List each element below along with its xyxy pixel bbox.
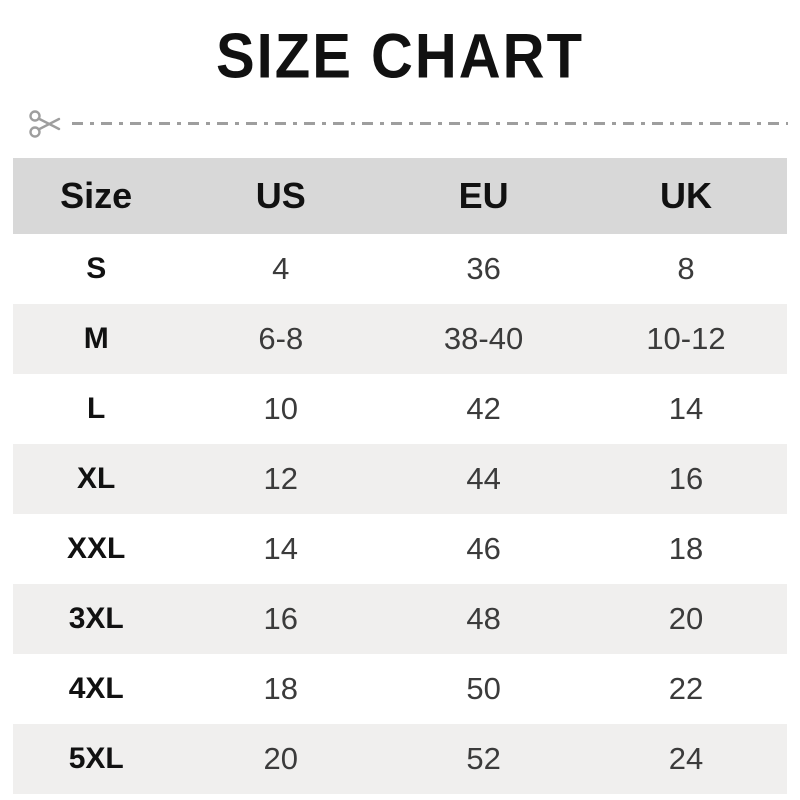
cell-us: 6-8 xyxy=(258,320,304,356)
cell-us: 16 xyxy=(263,600,299,636)
cell-eu: 52 xyxy=(466,740,501,776)
cell-uk: 10-12 xyxy=(646,320,726,356)
cell-eu: 50 xyxy=(466,670,501,706)
cell-size: L xyxy=(87,391,106,425)
cell-size: XL xyxy=(77,461,116,495)
cell-uk: 18 xyxy=(668,530,704,566)
cell-uk: 14 xyxy=(668,390,704,426)
cell-size: XXL xyxy=(67,531,126,565)
cell-eu: 46 xyxy=(466,530,501,566)
table-row: 3XL 16 48 20 xyxy=(13,583,787,654)
cell-uk: 22 xyxy=(668,670,704,706)
table-header-row: Size US EU UK xyxy=(13,157,787,234)
cell-uk: 16 xyxy=(668,460,704,496)
cell-us: 4 xyxy=(272,250,290,286)
header-cell-us: US xyxy=(255,174,306,216)
cell-size: 4XL xyxy=(68,671,124,705)
cell-uk: 20 xyxy=(668,600,704,636)
page-title: SIZE CHART xyxy=(216,21,584,92)
cell-eu: 42 xyxy=(466,390,501,426)
cell-eu: 48 xyxy=(466,600,501,636)
table-row: L 10 42 14 xyxy=(13,374,787,444)
size-table: Size US EU UK S 4 36 8 M 6-8 38-40 10-12… xyxy=(13,157,787,794)
cell-us: 14 xyxy=(263,530,299,566)
table-row: 4XL 18 50 22 xyxy=(13,654,787,724)
cell-us: 18 xyxy=(263,670,299,706)
cell-us: 20 xyxy=(263,740,299,776)
header-cell-eu: EU xyxy=(458,174,509,216)
table-row: XXL 14 46 18 xyxy=(13,514,787,584)
cell-us: 12 xyxy=(263,460,299,496)
dashed-cut-line xyxy=(72,122,788,126)
cell-size: 5XL xyxy=(68,741,124,775)
cell-eu: 44 xyxy=(466,460,501,496)
header-cell-size: Size xyxy=(60,174,133,216)
cell-eu: 38-40 xyxy=(443,320,524,356)
table-row: 5XL 20 52 24 xyxy=(13,723,787,794)
header-cell-uk: UK xyxy=(659,174,712,216)
cut-line-row xyxy=(26,104,788,144)
cell-uk: 8 xyxy=(677,250,695,286)
cell-us: 10 xyxy=(263,390,299,426)
cell-uk: 24 xyxy=(668,740,704,776)
scissors-icon xyxy=(29,110,61,138)
table-row: XL 12 44 16 xyxy=(13,443,787,514)
cell-size: S xyxy=(86,251,107,285)
cell-eu: 36 xyxy=(466,250,501,286)
cell-size: 3XL xyxy=(68,601,124,635)
cell-size: M xyxy=(83,321,109,355)
table-row: S 4 36 8 xyxy=(13,234,787,304)
table-row: M 6-8 38-40 10-12 xyxy=(13,303,787,374)
